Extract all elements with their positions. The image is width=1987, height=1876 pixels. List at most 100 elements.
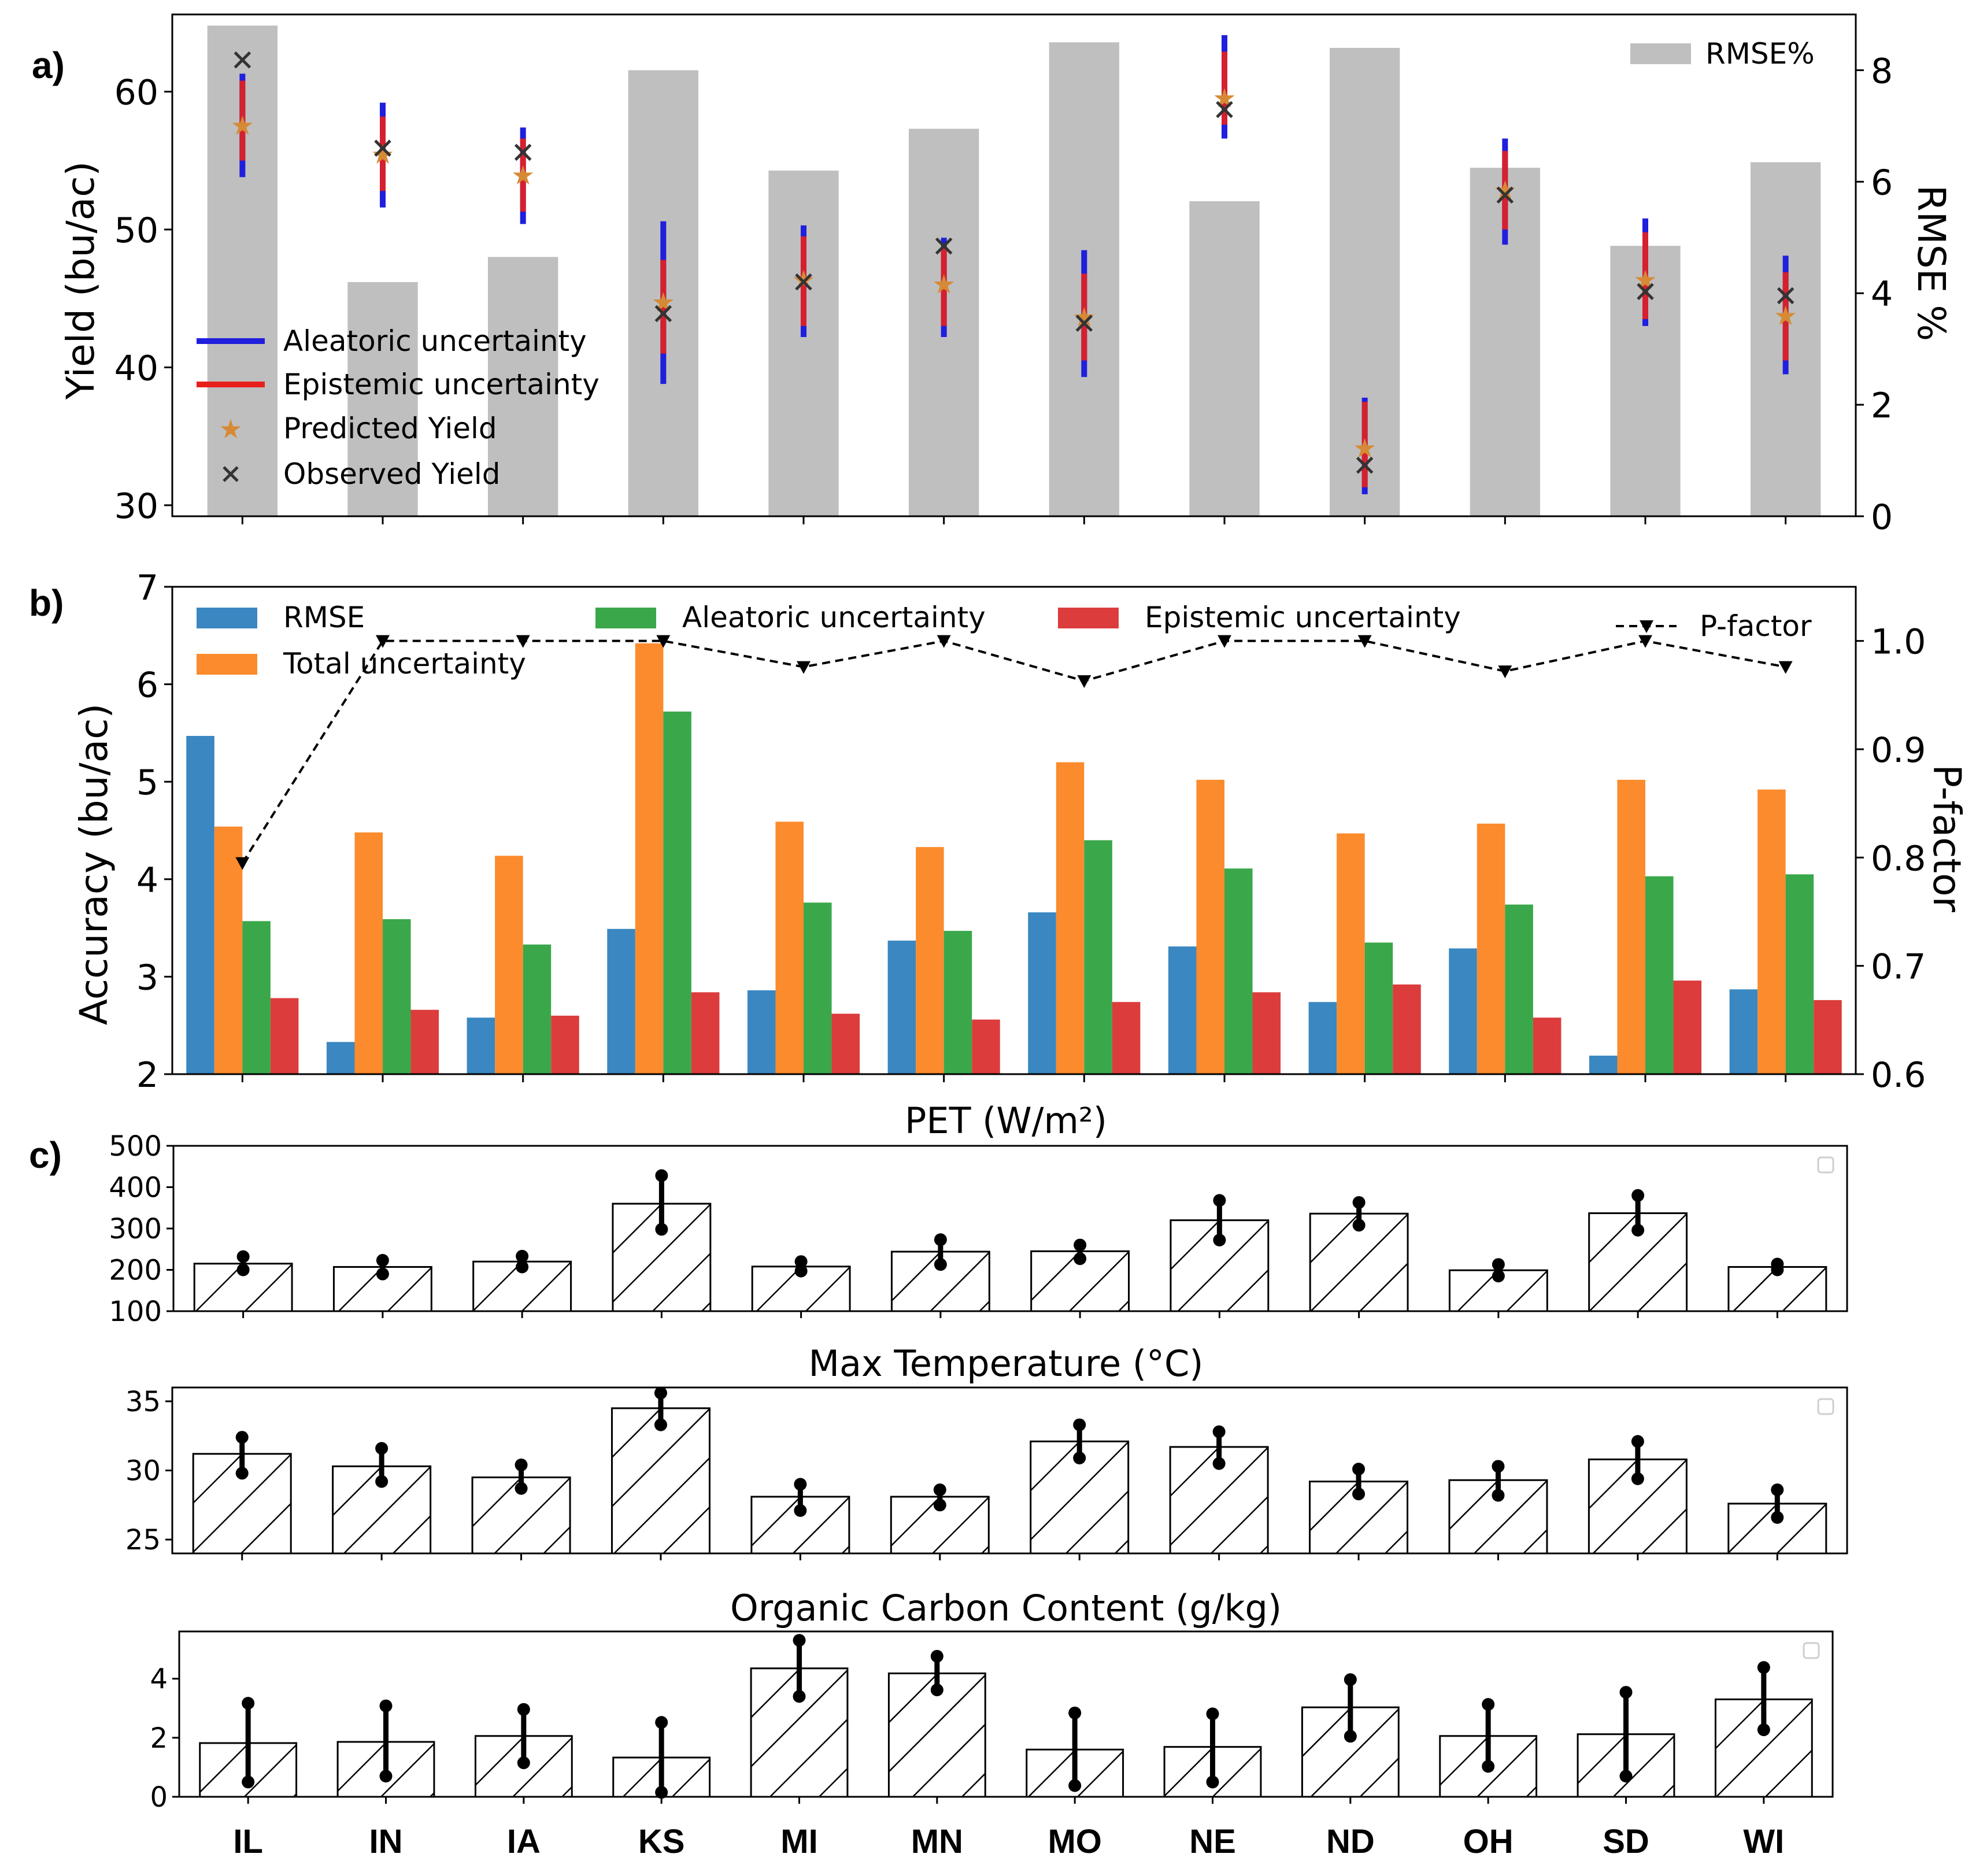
y-right-tick-label: 1.0 xyxy=(1871,622,1926,663)
error-cap-low xyxy=(793,1690,806,1703)
error-cap-high xyxy=(1757,1661,1770,1674)
rmse-pct-bar xyxy=(347,282,418,516)
panel-c-maxtemp-chart: 25 30 35 xyxy=(125,1386,1848,1560)
total-uncertainty-bar xyxy=(1477,823,1505,1074)
bar-hatch xyxy=(1440,1736,1537,1797)
p-factor-marker xyxy=(516,635,530,648)
aleatoric-uncertainty-bar xyxy=(663,711,691,1074)
predicted-yield-marker: ★ xyxy=(932,268,956,299)
error-cap-low xyxy=(655,1786,668,1799)
hatched-bar xyxy=(1588,1458,1688,1555)
y-right-tick-label: 6 xyxy=(1871,162,1893,203)
y-tick-label: 500 xyxy=(109,1130,162,1163)
error-cap-low xyxy=(1213,1234,1226,1247)
y-tick-label: 30 xyxy=(125,1455,161,1488)
total-uncertainty-bar xyxy=(775,822,804,1074)
bar-hatch xyxy=(473,1261,571,1311)
bar-hatch xyxy=(1449,1480,1547,1554)
legend-total-uncertainty-swatch xyxy=(197,654,257,675)
x-tick-label: SD xyxy=(1603,1823,1649,1860)
epistemic-uncertainty-bar xyxy=(691,992,720,1074)
error-cap-low xyxy=(933,1498,946,1512)
error-cap-high xyxy=(375,1442,388,1455)
predicted-yield-marker: ★ xyxy=(231,110,254,141)
y-tick-label: 100 xyxy=(109,1296,162,1328)
observed-yield-marker xyxy=(1216,101,1233,119)
predicted-yield-marker: ★ xyxy=(1353,432,1377,464)
error-cap-high xyxy=(1212,1425,1226,1438)
panel-label-a: a) xyxy=(32,45,65,86)
bar-hatch xyxy=(1589,1459,1687,1554)
error-cap-low xyxy=(1631,1472,1644,1485)
aleatoric-uncertainty-bar xyxy=(943,931,972,1074)
empty-legend-box xyxy=(1817,1156,1834,1174)
total-uncertainty-bar xyxy=(916,847,944,1074)
panel-label-b: b) xyxy=(29,582,64,624)
total-uncertainty-bar xyxy=(1056,762,1085,1074)
x-tick-labels: IL IN IA KS MI MN MO NE ND OH SD WI xyxy=(233,1823,1784,1860)
bar-hatch xyxy=(1170,1220,1268,1311)
error-cap-low xyxy=(376,1267,389,1281)
y-tick-label: 300 xyxy=(109,1213,162,1245)
bar-hatch xyxy=(1715,1699,1812,1797)
legend-aleatoric-uncertainty-swatch xyxy=(595,608,656,628)
bar-hatch xyxy=(891,1252,990,1312)
error-cap-high xyxy=(517,1703,530,1716)
total-uncertainty-bar xyxy=(635,643,664,1074)
error-cap-low xyxy=(1206,1775,1219,1789)
bar-hatch xyxy=(1302,1707,1399,1797)
panel-c-pet-title: PET (W/m²) xyxy=(905,1100,1107,1142)
error-cap-high xyxy=(1344,1673,1357,1686)
error-cap-low xyxy=(1619,1770,1633,1783)
empty-legend-box xyxy=(1817,1398,1834,1415)
aleatoric-uncertainty-bar xyxy=(1224,868,1253,1074)
aleatoric-uncertainty-bar xyxy=(523,944,552,1074)
error-cap-high xyxy=(794,1255,808,1268)
y-tick-label: 50 xyxy=(114,210,158,251)
hatched-bar xyxy=(1577,1733,1675,1798)
bar-hatch xyxy=(1728,1267,1826,1312)
predicted-yield-marker: ★ xyxy=(1072,302,1096,333)
p-factor-marker xyxy=(1357,635,1372,648)
y-tick-label: 4 xyxy=(150,1663,168,1696)
y-tick-label: 200 xyxy=(109,1255,162,1287)
error-cap-high xyxy=(376,1254,389,1267)
error-cap-high xyxy=(235,1431,249,1444)
bar-hatch xyxy=(1026,1749,1123,1797)
bar-hatch xyxy=(1030,1441,1128,1553)
rmse-bar xyxy=(1168,946,1197,1074)
hatched-bar xyxy=(472,1260,572,1312)
error-cap-low xyxy=(516,1260,529,1274)
y-tick-label: 0 xyxy=(150,1781,168,1814)
y-right-tick-label: 0.6 xyxy=(1871,1055,1926,1096)
error-cap-low xyxy=(236,1263,250,1276)
hatched-bar xyxy=(890,1496,990,1555)
bar-hatch xyxy=(889,1673,986,1797)
observed-yield-marker xyxy=(234,51,251,69)
legend-total-uncertainty-label: Total uncertainty xyxy=(283,647,526,680)
rmse-bar xyxy=(1449,948,1477,1074)
p-factor-marker xyxy=(1218,635,1231,648)
observed-yield-marker xyxy=(654,305,672,323)
error-cap-low xyxy=(1757,1723,1770,1737)
panel-b-frame xyxy=(171,586,1857,1075)
legend-rmse-pct-swatch xyxy=(1630,43,1691,64)
legend-rmse-pct-label: RMSE% xyxy=(1705,37,1815,71)
bar-hatch xyxy=(613,1757,710,1797)
rmse-pct-bar xyxy=(768,171,839,516)
x-tick-label: IA xyxy=(507,1823,541,1860)
rmse-bar xyxy=(186,735,214,1074)
y-right-tick-label: 8 xyxy=(1871,51,1893,91)
hatched-bar xyxy=(610,1407,711,1555)
y-tick-label: 7 xyxy=(136,568,158,608)
error-cap-high xyxy=(236,1250,250,1263)
hatched-bar xyxy=(332,1465,432,1555)
error-cap-low xyxy=(1212,1457,1226,1470)
hatched-bar xyxy=(1169,1446,1269,1555)
epistemic-uncertainty-bar xyxy=(1252,992,1281,1074)
error-cap-high xyxy=(379,1699,393,1712)
hatched-bar xyxy=(750,1667,849,1798)
hatched-bar xyxy=(336,1741,435,1798)
error-cap-low xyxy=(654,1418,667,1431)
